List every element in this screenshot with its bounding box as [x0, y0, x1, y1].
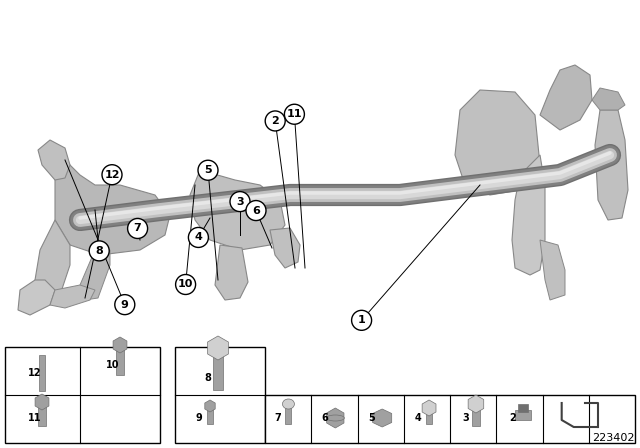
Circle shape [246, 201, 266, 220]
Text: 6: 6 [252, 206, 260, 215]
Text: 223402: 223402 [593, 433, 635, 443]
Bar [515, 410, 531, 420]
Bar [4, 346, 636, 444]
Text: 6: 6 [321, 413, 328, 423]
Polygon shape [372, 409, 392, 427]
Polygon shape [55, 160, 170, 255]
Polygon shape [38, 140, 70, 180]
Bar [116, 347, 124, 375]
Circle shape [188, 228, 209, 247]
Bar [175, 347, 265, 443]
Text: 9: 9 [196, 413, 203, 423]
Polygon shape [326, 408, 344, 428]
Text: 8: 8 [204, 373, 211, 383]
Text: 3: 3 [236, 197, 244, 207]
Circle shape [127, 219, 148, 238]
Ellipse shape [326, 415, 344, 421]
Text: 7: 7 [275, 413, 281, 423]
Text: 11: 11 [287, 109, 302, 119]
Text: 5: 5 [204, 165, 212, 175]
Polygon shape [190, 170, 285, 250]
Text: 2: 2 [271, 116, 279, 126]
Circle shape [265, 111, 285, 131]
Text: 1: 1 [358, 315, 365, 325]
Bar [213, 350, 223, 390]
Bar [265, 395, 635, 443]
Polygon shape [512, 155, 545, 275]
Text: 5: 5 [368, 413, 375, 423]
Circle shape [198, 160, 218, 180]
Bar [426, 410, 432, 424]
Text: 7: 7 [134, 224, 141, 233]
Text: 12: 12 [28, 368, 42, 378]
Polygon shape [455, 90, 540, 195]
Polygon shape [595, 110, 628, 220]
Text: 10: 10 [178, 280, 193, 289]
Bar [38, 404, 46, 426]
Bar [207, 408, 213, 424]
Text: 3: 3 [462, 413, 468, 423]
Bar [472, 406, 480, 426]
Circle shape [230, 192, 250, 211]
Text: 2: 2 [509, 413, 516, 423]
Text: 10: 10 [106, 360, 120, 370]
Text: 4: 4 [195, 233, 202, 242]
Circle shape [284, 104, 305, 124]
Circle shape [102, 165, 122, 185]
Text: 8: 8 [95, 246, 103, 256]
Text: 4: 4 [415, 413, 422, 423]
Bar [39, 355, 45, 391]
Text: 11: 11 [28, 413, 42, 423]
Polygon shape [80, 250, 110, 300]
Circle shape [351, 310, 372, 330]
Bar [285, 406, 291, 424]
Text: 9: 9 [121, 300, 129, 310]
Polygon shape [270, 228, 300, 268]
Bar [5, 347, 160, 443]
Polygon shape [540, 65, 592, 130]
Ellipse shape [282, 399, 294, 409]
Circle shape [89, 241, 109, 261]
Text: 12: 12 [104, 170, 120, 180]
Polygon shape [592, 88, 625, 110]
Polygon shape [35, 220, 70, 300]
Circle shape [115, 295, 135, 314]
Polygon shape [215, 245, 248, 300]
Polygon shape [18, 280, 55, 315]
Polygon shape [50, 285, 95, 308]
Polygon shape [540, 240, 565, 300]
Bar [518, 404, 528, 412]
Circle shape [175, 275, 196, 294]
